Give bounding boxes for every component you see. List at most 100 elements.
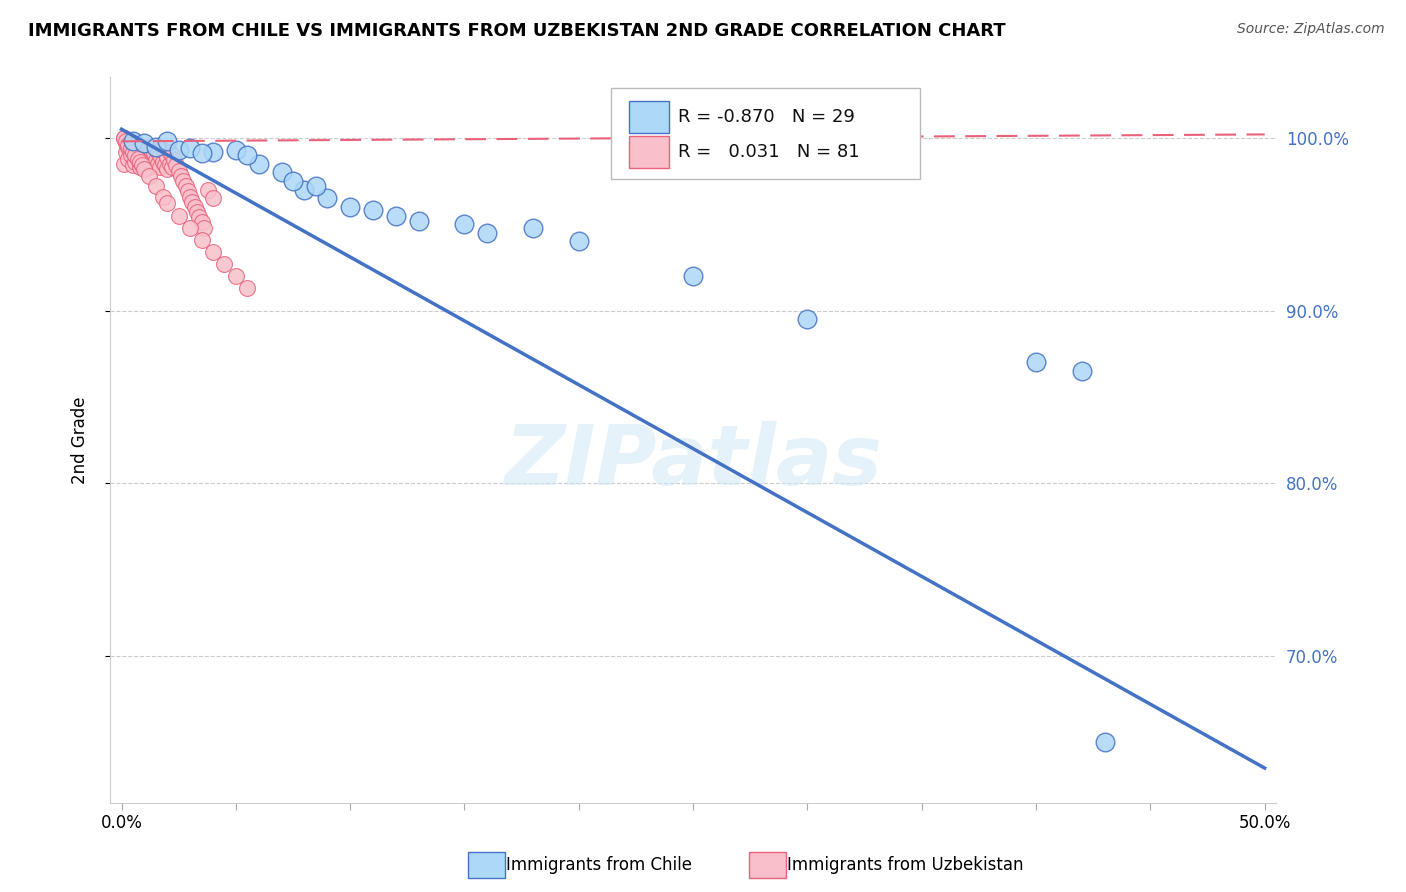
Point: [197, 183, 219, 197]
Text: Immigrants from Uzbekistan: Immigrants from Uzbekistan: [787, 856, 1024, 874]
Point: [134, 157, 156, 171]
Text: R = -0.870   N = 29: R = -0.870 N = 29: [678, 108, 855, 127]
FancyBboxPatch shape: [628, 136, 669, 168]
Point: [135, 139, 157, 153]
Y-axis label: 2nd Grade: 2nd Grade: [72, 396, 89, 483]
Point: [134, 136, 156, 150]
Text: Source: ZipAtlas.com: Source: ZipAtlas.com: [1237, 22, 1385, 37]
Point: [236, 281, 259, 295]
Point: [120, 141, 142, 155]
Point: [179, 220, 201, 235]
Point: [159, 157, 181, 171]
Point: [122, 159, 145, 173]
Point: [153, 146, 176, 161]
Point: [124, 155, 146, 169]
FancyBboxPatch shape: [628, 102, 669, 133]
Point: [201, 145, 224, 159]
Point: [142, 159, 165, 173]
Point: [152, 155, 174, 169]
Text: ZIPatlas: ZIPatlas: [505, 421, 882, 502]
Point: [131, 153, 153, 168]
Point: [568, 235, 591, 249]
Point: [385, 209, 408, 223]
Point: [190, 215, 212, 229]
Point: [145, 141, 167, 155]
Point: [131, 141, 153, 155]
Point: [127, 152, 149, 166]
Point: [408, 213, 430, 227]
Point: [149, 160, 172, 174]
Point: [201, 191, 224, 205]
Point: [225, 268, 247, 283]
Point: [149, 148, 172, 162]
Point: [522, 220, 544, 235]
Point: [156, 161, 179, 176]
Point: [179, 189, 201, 203]
Point: [186, 205, 208, 219]
Point: [122, 141, 145, 155]
Point: [115, 136, 138, 150]
Point: [120, 148, 142, 162]
Text: R =   0.031   N = 81: R = 0.031 N = 81: [678, 143, 859, 161]
Text: Immigrants from Chile: Immigrants from Chile: [506, 856, 692, 874]
Point: [1025, 355, 1047, 369]
Point: [138, 148, 160, 162]
Point: [152, 143, 174, 157]
Point: [361, 203, 384, 218]
Point: [122, 134, 145, 148]
Point: [131, 159, 153, 173]
Point: [135, 152, 157, 166]
Text: IMMIGRANTS FROM CHILE VS IMMIGRANTS FROM UZBEKISTAN 2ND GRADE CORRELATION CHART: IMMIGRANTS FROM CHILE VS IMMIGRANTS FROM…: [28, 22, 1005, 40]
Point: [156, 134, 179, 148]
Point: [193, 220, 215, 235]
Point: [142, 146, 165, 161]
Point: [127, 150, 149, 164]
Point: [145, 139, 167, 153]
Point: [128, 160, 150, 174]
Point: [124, 143, 146, 157]
Point: [112, 131, 135, 145]
Point: [190, 233, 212, 247]
Point: [127, 137, 149, 152]
Point: [281, 174, 304, 188]
Point: [179, 141, 201, 155]
Point: [117, 139, 139, 153]
Point: [124, 148, 146, 162]
Point: [141, 143, 163, 157]
Point: [138, 160, 160, 174]
Point: [134, 145, 156, 159]
Point: [153, 159, 176, 173]
Point: [156, 196, 179, 211]
Point: [225, 143, 247, 157]
Point: [160, 148, 183, 162]
Point: [339, 200, 361, 214]
Point: [145, 179, 167, 194]
Point: [214, 257, 236, 271]
Point: [170, 169, 193, 183]
Point: [122, 145, 145, 159]
Point: [1070, 364, 1092, 378]
Point: [115, 134, 138, 148]
Point: [112, 157, 135, 171]
FancyBboxPatch shape: [612, 88, 921, 179]
Point: [128, 155, 150, 169]
Point: [188, 211, 211, 225]
Point: [156, 150, 179, 164]
Point: [236, 148, 259, 162]
Point: [172, 174, 194, 188]
Point: [247, 157, 270, 171]
Point: [453, 217, 475, 231]
Point: [477, 226, 499, 240]
Point: [294, 183, 316, 197]
Point: [167, 209, 190, 223]
Point: [682, 268, 704, 283]
Point: [134, 161, 156, 176]
Point: [117, 152, 139, 166]
Point: [163, 153, 186, 168]
Point: [316, 191, 339, 205]
Point: [1094, 735, 1116, 749]
Point: [159, 145, 181, 159]
Point: [165, 159, 187, 173]
Point: [146, 157, 169, 171]
Point: [120, 134, 142, 148]
